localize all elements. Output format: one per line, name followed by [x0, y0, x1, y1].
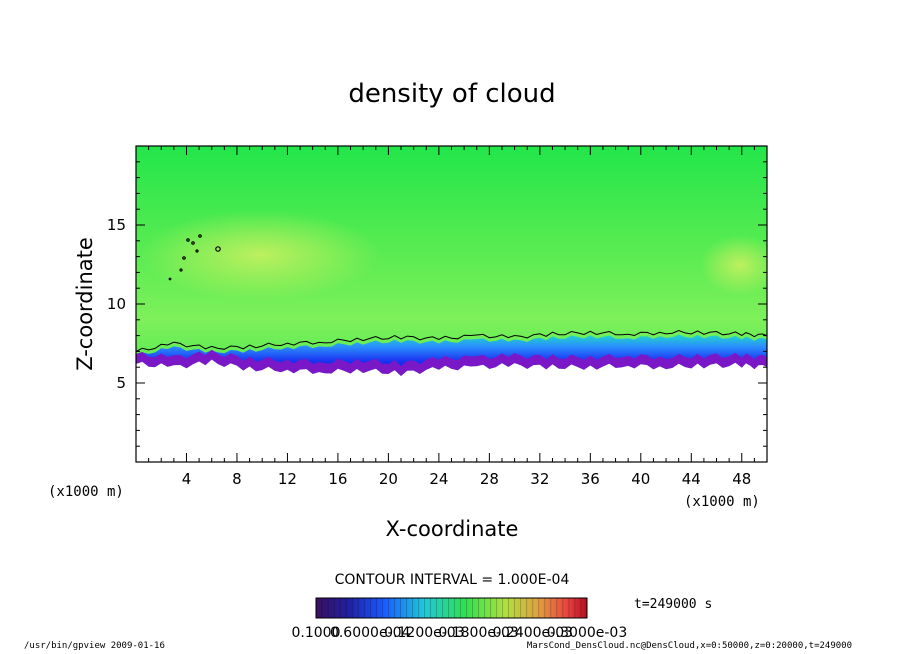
x-tick-label: 28	[480, 470, 499, 488]
colorbar-label: 0.3000e-03	[547, 625, 627, 641]
x-tick-label: 32	[530, 470, 549, 488]
colorbar-label: 0.1200e-03	[384, 625, 464, 641]
footer-right: MarsCond_DensCloud.nc@DensCloud,x=0:5000…	[526, 641, 852, 651]
x-tick-label: 48	[732, 470, 751, 488]
x-unit-left: (x1000 m)	[48, 484, 124, 500]
contour-interval: CONTOUR INTERVAL = 1.000E-04	[335, 572, 570, 588]
cloud-core-east	[700, 235, 767, 295]
y-tick-label: 5	[116, 374, 126, 392]
x-tick-label: 44	[682, 470, 701, 488]
x-tick-label: 24	[429, 470, 448, 488]
x-tick-label: 36	[581, 470, 600, 488]
colorbar-label: 0.1800e-03	[438, 625, 518, 641]
x-tick-label: 16	[328, 470, 347, 488]
colorbar-label: 0.6000e-04	[330, 625, 411, 641]
x-unit-right: (x1000 m)	[684, 494, 760, 510]
cloud-core	[140, 210, 380, 300]
x-tick-label: 20	[379, 470, 398, 488]
footer-left: /usr/bin/gpview 2009-01-16	[24, 641, 165, 651]
colorbar-label: 0.1000	[292, 625, 341, 641]
x-tick-label: 8	[232, 470, 242, 488]
density-field	[136, 146, 767, 462]
colorbar-labels: 0.10000.6000e-040.1200e-030.1800e-030.24…	[292, 625, 628, 641]
y-axis-label: Z-coordinate	[73, 237, 97, 371]
x-axis-label: X-coordinate	[386, 517, 519, 541]
y-tick-label: 15	[107, 216, 126, 234]
chart-title: density of cloud	[348, 79, 555, 109]
small-contours	[168, 234, 221, 281]
purple-cloud-base	[136, 349, 767, 377]
colorbar-stripes	[321, 598, 582, 618]
x-tick-label: 40	[631, 470, 650, 488]
clear-air-fill	[136, 359, 767, 462]
x-tick-label: 12	[278, 470, 297, 488]
density-contour-line	[136, 329, 767, 352]
time-label: t=249000 s	[634, 597, 712, 612]
y-tick-label: 10	[107, 295, 126, 313]
colorbar-label: 0.2400e-03	[493, 625, 573, 641]
x-tick-label: 4	[182, 470, 192, 488]
colorbar	[315, 597, 588, 619]
